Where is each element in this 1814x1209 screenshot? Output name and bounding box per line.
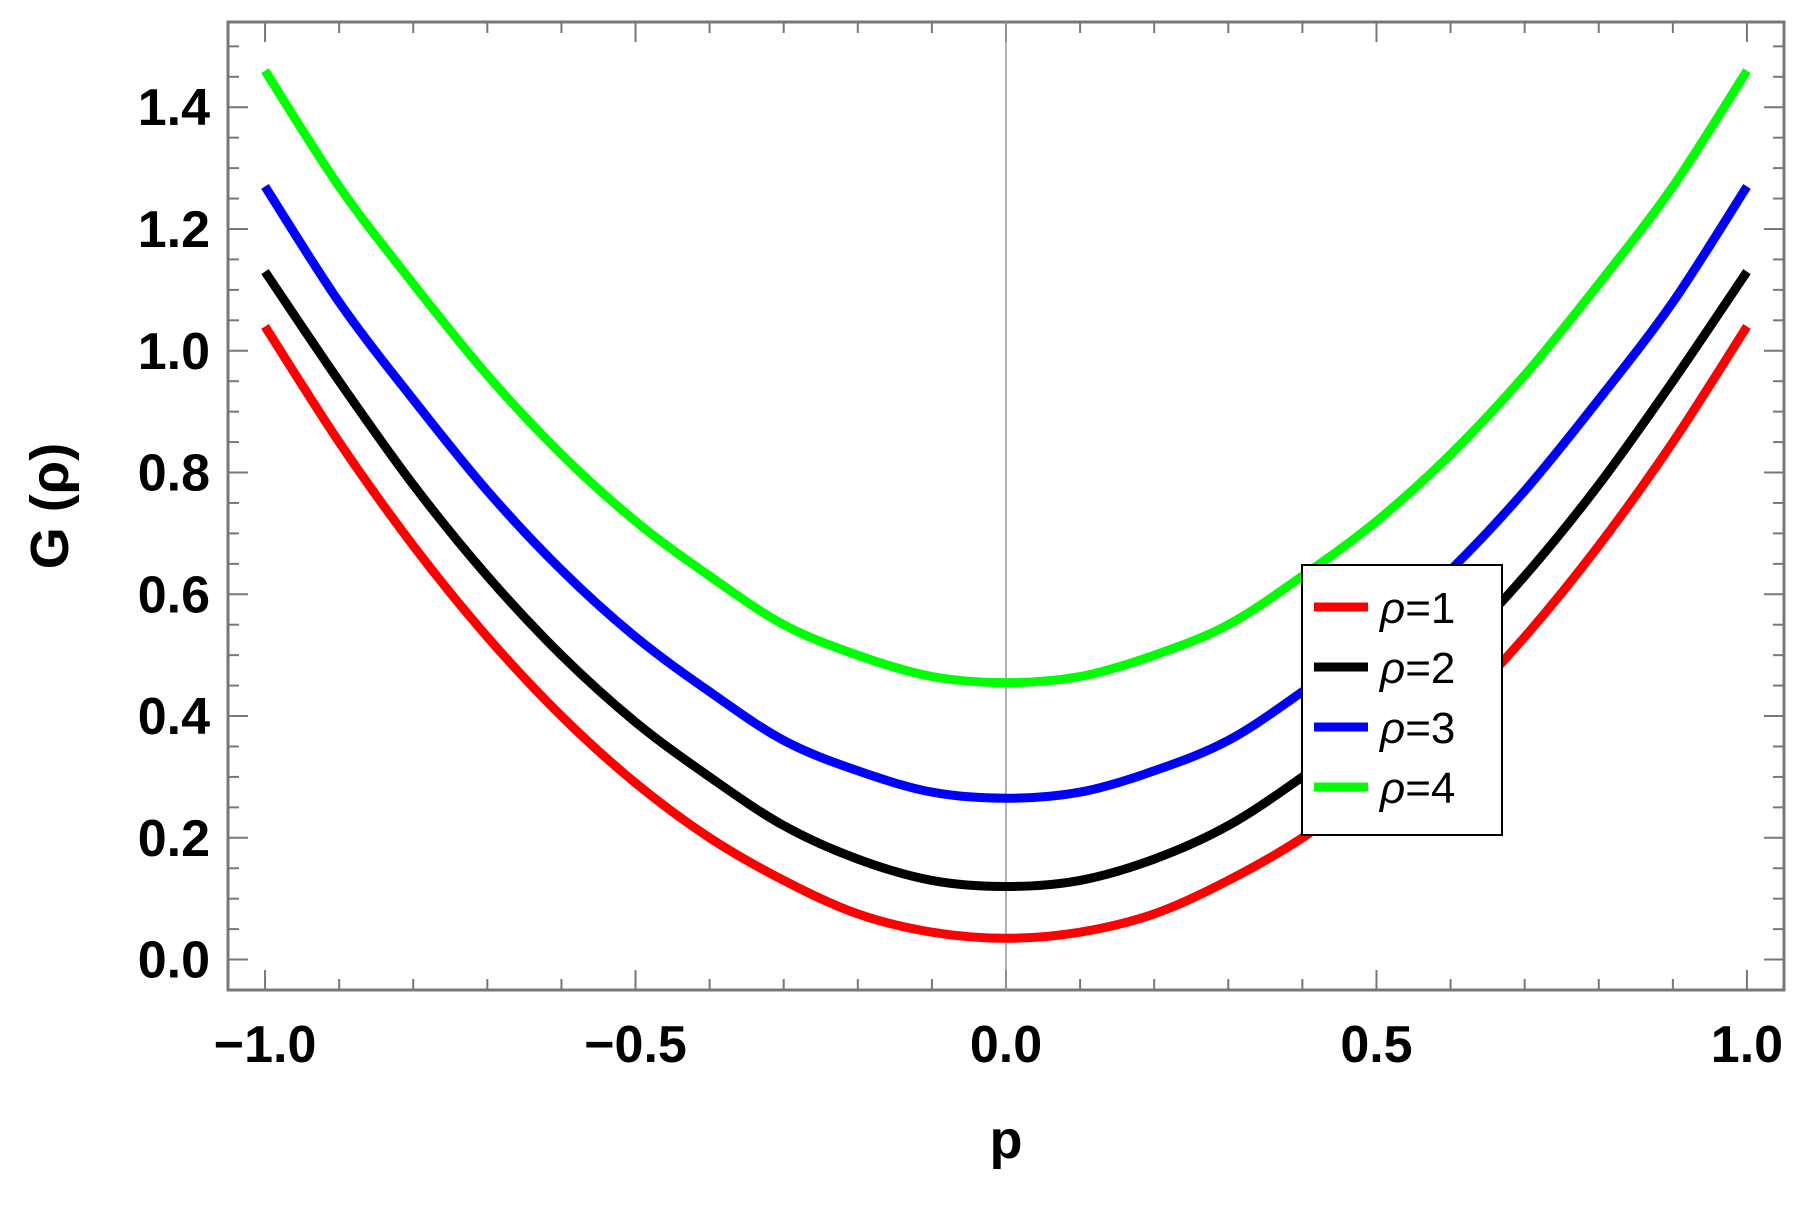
series-lines xyxy=(261,68,1751,943)
x-tick-label: −0.5 xyxy=(584,1016,687,1074)
x-axis-title: p xyxy=(990,1110,1023,1170)
series-line-rho-2 xyxy=(261,269,1751,891)
x-tick-label: 0.5 xyxy=(1340,1016,1412,1074)
y-tick-labels: 0.0 0.2 0.4 0.6 0.8 1.0 1.2 1.4 xyxy=(138,79,210,989)
series-line-rho-1 xyxy=(261,323,1751,943)
y-axis-title: G (ρ) xyxy=(20,443,80,569)
x-tick-label: 0.0 xyxy=(970,1016,1042,1074)
y-tick-label: 0.4 xyxy=(138,688,210,746)
legend-label-rho-1: ρ=1 xyxy=(1378,584,1455,633)
legend-label-rho-4: ρ=4 xyxy=(1378,764,1455,813)
y-tick-label: 0.0 xyxy=(138,932,210,990)
y-tick-label: 0.2 xyxy=(138,810,210,868)
legend: ρ=1 ρ=2 ρ=3 ρ=4 xyxy=(1301,564,1503,836)
series-line-rho-3 xyxy=(261,183,1751,803)
legend-label-rho-2: ρ=2 xyxy=(1378,644,1455,693)
series-line-rho-4 xyxy=(261,68,1751,688)
x-tick-label: −1.0 xyxy=(214,1016,317,1074)
x-tick-label: 1.0 xyxy=(1711,1016,1783,1074)
x-tick-labels: −1.0 −0.5 0.0 0.5 1.0 xyxy=(214,1016,1783,1074)
legend-label-rho-3: ρ=3 xyxy=(1378,704,1455,753)
y-tick-label: 0.6 xyxy=(138,566,210,624)
y-tick-label: 1.0 xyxy=(138,323,210,381)
y-tick-label: 1.2 xyxy=(138,201,210,259)
y-tick-label: 1.4 xyxy=(138,79,210,137)
y-tick-label: 0.8 xyxy=(138,445,210,503)
